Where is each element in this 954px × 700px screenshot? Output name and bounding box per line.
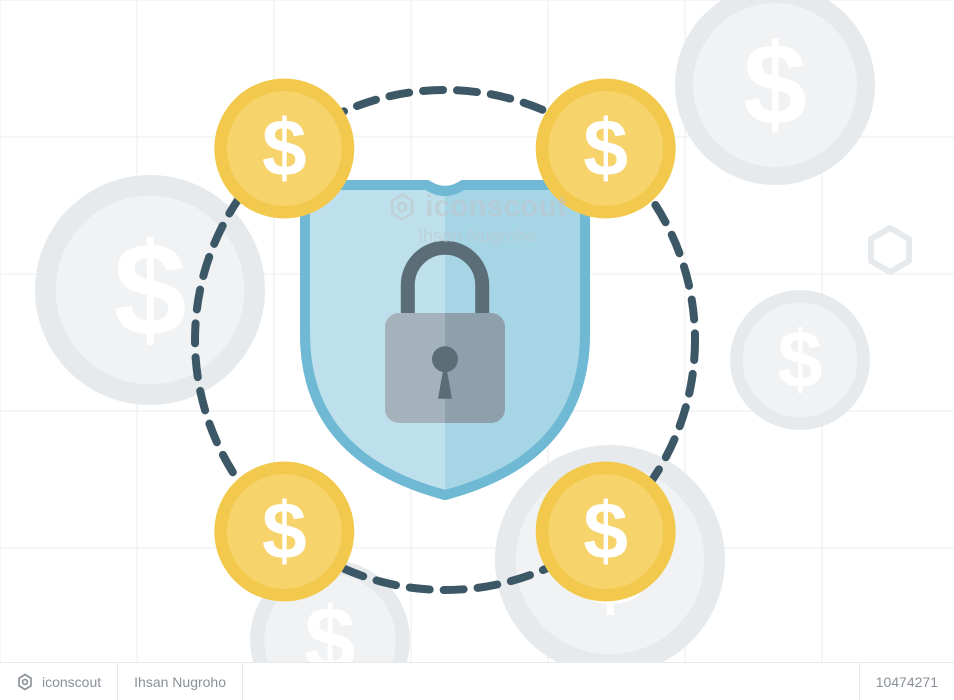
svg-text:$: $ — [743, 21, 807, 149]
footer-brand-label: iconscout — [42, 674, 101, 690]
svg-text:$: $ — [778, 315, 823, 405]
svg-text:$: $ — [262, 487, 307, 577]
background-hex-icon — [871, 228, 909, 272]
svg-text:$: $ — [262, 103, 307, 193]
iconscout-logo-icon — [16, 673, 34, 691]
financial-security-infographic: $$$$$ $$$$ — [0, 0, 954, 700]
svg-text:$: $ — [583, 103, 628, 193]
footer-author-label: Ihsan Nugroho — [134, 674, 226, 690]
svg-text:$: $ — [583, 487, 628, 577]
svg-text:$: $ — [113, 216, 187, 364]
footer-asset-id: 10474271 — [876, 674, 938, 690]
attribution-footer: iconscout Ihsan Nugroho 10474271 — [0, 662, 954, 700]
